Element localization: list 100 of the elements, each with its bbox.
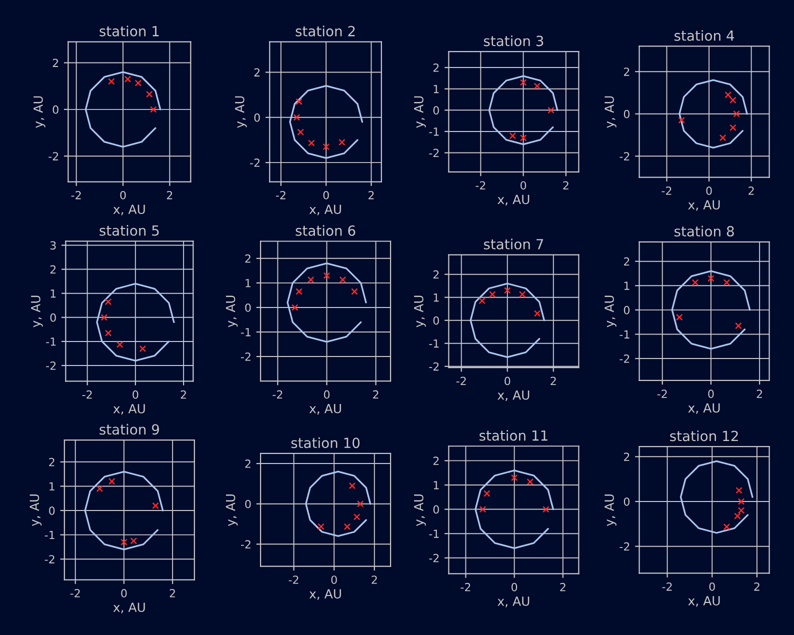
chart-title: station 5 (100, 225, 159, 236)
x-tick-label: -2 (288, 576, 298, 584)
x-axis-title: x, AU (688, 403, 720, 414)
point (723, 523, 730, 530)
point (520, 79, 527, 86)
point (509, 132, 516, 140)
point (738, 507, 745, 514)
x-tick-label: 0 (132, 390, 138, 399)
y-tick-label: 2 (624, 452, 630, 461)
chart-title: station 7 (484, 238, 544, 250)
x-tick-label: 0 (324, 390, 330, 399)
y-tick-label: 0 (245, 500, 251, 508)
line-series (671, 270, 751, 350)
y-tick-label: 2 (245, 254, 250, 263)
chart-title: station 9 (100, 424, 159, 435)
y-tick-label: 0 (433, 106, 439, 115)
point (308, 140, 315, 146)
point (738, 498, 745, 505)
y-tick-label: 3 (50, 241, 56, 250)
y-tick-label: -1 (429, 128, 439, 136)
x-tick-label: -2 (272, 390, 282, 399)
point (356, 500, 364, 508)
y-tick-label: 2 (433, 64, 439, 72)
y-tick-label: 0 (433, 505, 439, 514)
y-tick-label: 1 (434, 481, 439, 490)
point (104, 330, 112, 336)
x-axis-title: x, AU (113, 204, 145, 216)
line-series (680, 460, 754, 534)
x-axis-title: x, AU (113, 602, 145, 614)
y-tick-label: -2 (620, 354, 630, 363)
line-series (286, 262, 367, 343)
point (730, 96, 736, 104)
y-tick-label: 2 (624, 257, 630, 266)
y-axis-title: y, AU (414, 96, 426, 128)
point (478, 297, 486, 304)
x-tick-label: -2 (456, 376, 466, 385)
x-tick-label: -2 (662, 186, 672, 195)
point (139, 345, 146, 352)
y-tick-label: -2 (240, 540, 250, 548)
y-tick-label: -2 (429, 362, 439, 371)
y-tick-label: 0 (624, 110, 630, 118)
y-tick-label: 1 (434, 293, 439, 302)
y-tick-label: 2 (52, 58, 58, 67)
point (297, 128, 304, 136)
point (351, 288, 358, 295)
line-series (470, 282, 546, 358)
x-tick-label: 2 (563, 181, 568, 190)
point (719, 134, 726, 142)
point (734, 512, 741, 520)
y-tick-label: 0 (52, 105, 58, 114)
x-tick-label: -2 (476, 181, 486, 190)
line-series (488, 75, 558, 146)
x-tick-label: 0 (504, 376, 510, 386)
point (150, 106, 157, 113)
y-tick-label: 0 (624, 306, 630, 314)
y-tick-label: -2 (250, 158, 260, 167)
point (307, 276, 314, 284)
x-tick-label: -2 (657, 390, 667, 398)
y-tick-label: 0 (49, 506, 55, 515)
y-axis-title: y, AU (414, 494, 426, 526)
y-tick-label: 0 (624, 497, 630, 506)
y-tick-label: -1 (46, 338, 56, 346)
x-axis-title: x, AU (498, 390, 530, 402)
chart-title: station 10 (291, 437, 360, 448)
x-tick-label: 0 (323, 190, 329, 200)
x-tick-label: 0 (706, 186, 712, 195)
point (293, 114, 300, 121)
x-tick-label: 2 (180, 390, 186, 399)
y-tick-label: 2 (245, 460, 250, 468)
x-tick-label: 0 (121, 588, 127, 598)
y-tick-label: -2 (620, 152, 630, 160)
x-tick-label: 2 (373, 390, 378, 399)
chart-title: station 2 (296, 26, 355, 36)
y-tick-label: 1 (50, 289, 56, 298)
point (104, 298, 112, 306)
point (291, 304, 298, 311)
line-series (96, 282, 175, 362)
point (504, 287, 511, 294)
chart-title: station 4 (674, 30, 734, 41)
x-tick-label: 2 (748, 186, 754, 195)
x-tick-label: 2 (756, 390, 762, 398)
x-tick-label: 2 (166, 190, 172, 200)
line-series (84, 470, 164, 550)
point (124, 76, 132, 82)
point (678, 116, 685, 124)
y-axis-title: y, AU (235, 96, 247, 128)
x-tick-label: 0 (709, 582, 715, 591)
y-tick-label: 2 (433, 270, 439, 279)
point (735, 322, 742, 330)
point (510, 474, 518, 482)
chart-title: station 6 (296, 225, 356, 236)
point (353, 514, 360, 520)
y-tick-label: -1 (429, 530, 439, 538)
chart-title: station 8 (674, 226, 734, 237)
point (338, 138, 346, 146)
point (146, 90, 153, 98)
x-tick-label: 2 (372, 576, 377, 584)
point (724, 91, 732, 98)
point (520, 134, 527, 142)
point (108, 78, 115, 85)
